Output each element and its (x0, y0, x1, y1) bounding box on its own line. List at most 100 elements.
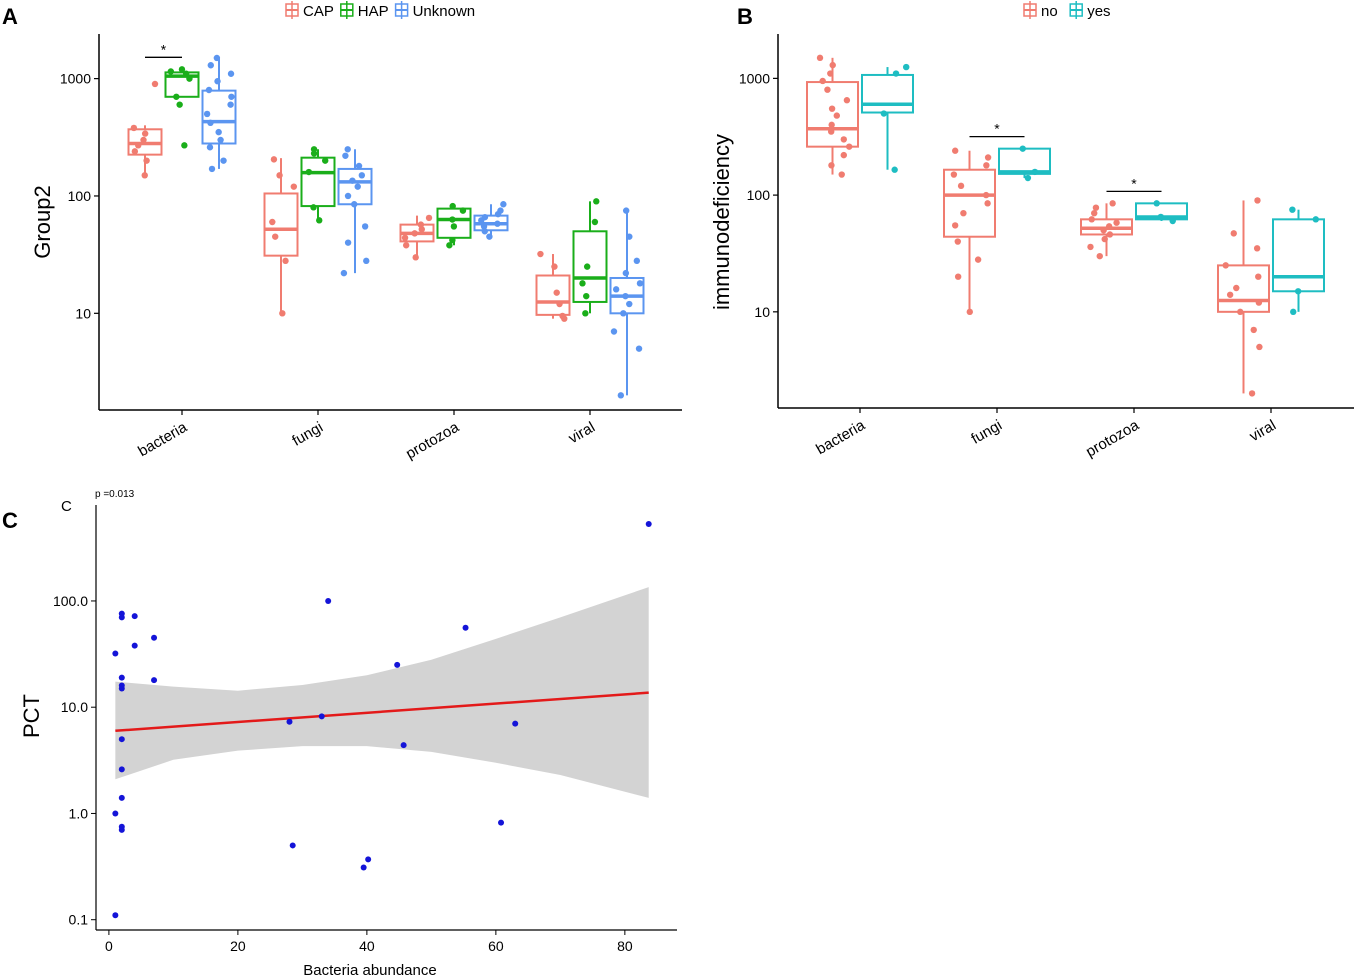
data-point (1106, 231, 1114, 238)
data-point (417, 221, 425, 228)
data-point (494, 220, 501, 227)
data-point (449, 216, 456, 223)
box-HAP-viral (572, 198, 608, 317)
scatter-point (131, 613, 138, 620)
scatter-point (131, 642, 138, 649)
data-point (582, 310, 589, 317)
data-point (207, 62, 214, 69)
confidence-band (115, 587, 649, 798)
x-tick-label-fungi: fungi (289, 419, 326, 450)
scatter-point (118, 682, 125, 689)
data-point (481, 228, 488, 235)
data-point (207, 119, 214, 127)
data-point (361, 223, 369, 230)
data-point (402, 242, 410, 249)
data-point (1092, 204, 1100, 211)
data-point (1312, 216, 1319, 223)
y-tick-label: 0.1 (69, 912, 89, 928)
box-iqr (861, 73, 914, 114)
data-point (141, 130, 149, 137)
data-point (351, 201, 358, 208)
panel-label-b: B (737, 4, 753, 29)
data-point (425, 214, 433, 222)
scatter-point (151, 634, 158, 641)
data-point (497, 207, 504, 214)
data-point (1096, 252, 1103, 260)
legend-item-HAP: HAP (340, 1, 389, 20)
data-point (583, 292, 590, 300)
data-point (633, 257, 641, 265)
data-point (411, 230, 418, 237)
legend-item-no: no (1023, 1, 1058, 20)
scatter-point (112, 912, 119, 919)
data-point (846, 143, 853, 150)
data-point (551, 263, 558, 270)
data-point (206, 144, 214, 151)
box-iqr (1272, 218, 1325, 293)
data-point (272, 233, 279, 240)
data-point (322, 157, 329, 164)
data-point (270, 156, 278, 163)
data-point (340, 269, 348, 277)
data-point (1101, 235, 1108, 243)
box-iqr (263, 192, 299, 257)
y-axis-title-c: PCT (19, 694, 44, 738)
significance-star: * (161, 41, 167, 57)
data-point (176, 101, 183, 108)
x-tick-label: 60 (488, 938, 504, 954)
data-point (626, 233, 633, 240)
data-point (446, 242, 453, 249)
y-tick-label: 100 (747, 187, 771, 203)
data-point (1289, 206, 1296, 213)
data-point (1105, 223, 1113, 230)
data-point (974, 256, 982, 263)
scatter-point (112, 810, 119, 817)
box-HAP-bacteria (164, 66, 200, 149)
data-point (227, 70, 235, 77)
data-point (622, 269, 630, 277)
scatter-point (112, 650, 119, 657)
x-tick-label-protozoa: protozoa (1083, 416, 1143, 460)
significance-star: * (994, 121, 1000, 137)
data-point (1290, 308, 1297, 316)
data-point (213, 54, 221, 62)
legend-b: no yes (1023, 1, 1111, 20)
legend-label: no (1041, 3, 1058, 20)
data-point (1091, 209, 1098, 217)
data-point (449, 202, 456, 210)
scatter-point (512, 720, 519, 727)
data-point (290, 183, 298, 190)
x-tick-label-protozoa: protozoa (403, 418, 463, 462)
legend-label: CAP (303, 3, 334, 20)
data-point (610, 328, 618, 335)
data-point (151, 80, 159, 88)
scatter-point (118, 823, 125, 830)
box-iqr (300, 156, 336, 208)
x-tick-label: 80 (617, 938, 633, 954)
legend-item-Unknown: Unknown (394, 1, 475, 20)
data-point (228, 93, 235, 100)
plot-c: 0.1 1.0 10.0 100.0 0 20 40 60 80 (53, 505, 677, 954)
data-point (173, 93, 180, 100)
x-tick-label-viral: viral (566, 419, 598, 447)
data-point (591, 218, 599, 226)
data-point (828, 162, 835, 169)
data-point (593, 198, 600, 205)
data-point (553, 289, 560, 296)
data-point (217, 136, 224, 144)
box-no-fungi (943, 147, 996, 316)
data-point (1153, 200, 1160, 207)
x-tick-label-viral: viral (1247, 417, 1279, 445)
data-point (1253, 245, 1261, 252)
data-point (220, 157, 227, 164)
significance-star: * (1131, 175, 1137, 191)
data-point (1222, 262, 1229, 269)
y-tick-label: 10.0 (61, 699, 88, 715)
legend-item-CAP: CAP (285, 1, 334, 20)
data-point (828, 121, 835, 129)
box-CAP-protozoa (399, 214, 435, 261)
data-point (951, 222, 959, 229)
data-point (1169, 217, 1176, 225)
box-CAP-viral (535, 250, 571, 322)
